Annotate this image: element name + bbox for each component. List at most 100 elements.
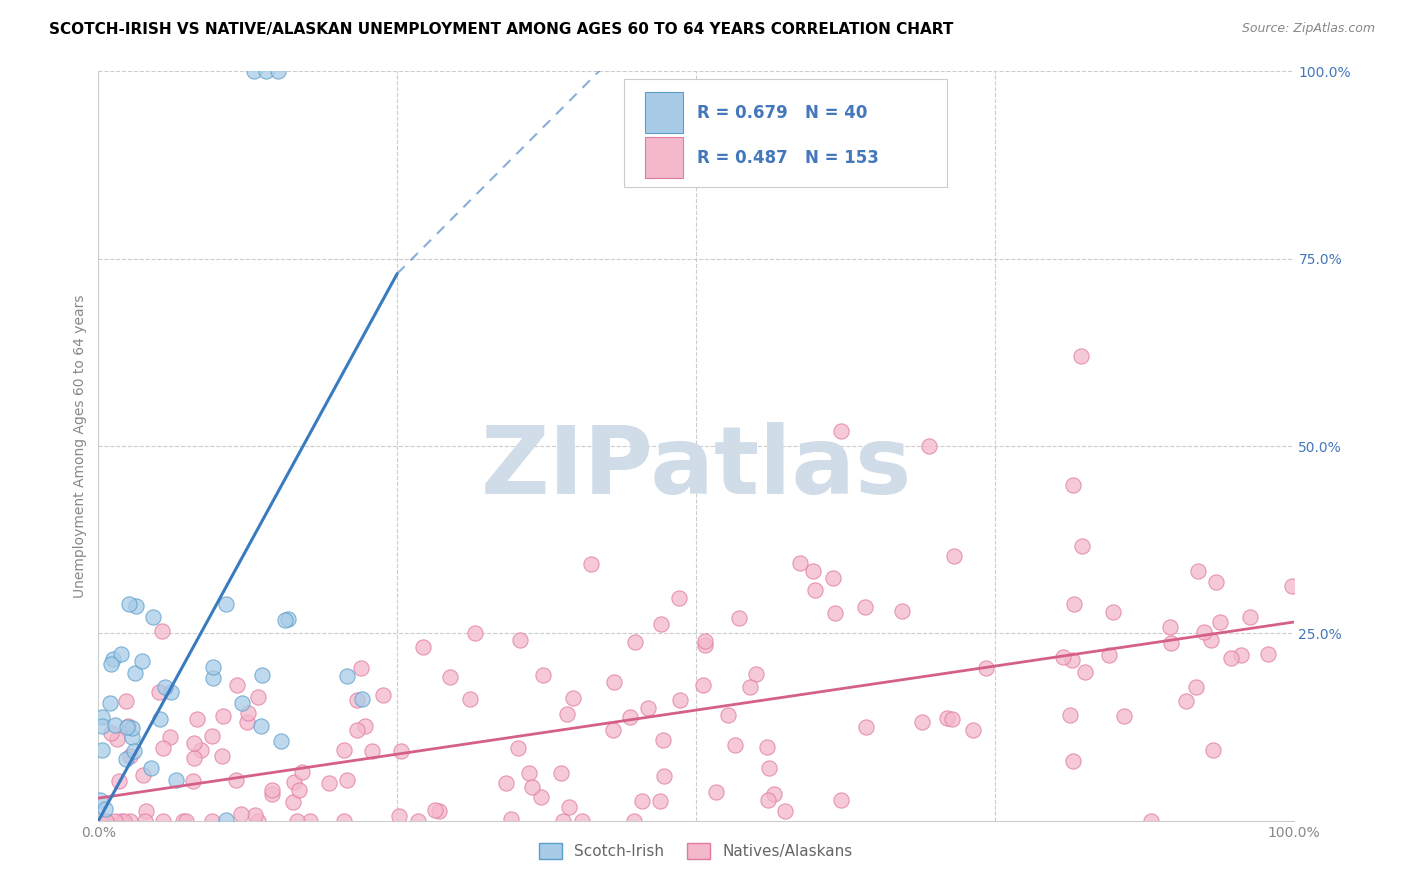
Point <box>1257 647 1279 661</box>
Point <box>756 793 779 807</box>
Point <box>215 597 238 611</box>
Point <box>89 793 111 807</box>
Point <box>105 731 128 746</box>
Text: SCOTCH-IRISH VS NATIVE/ALASKAN UNEMPLOYMENT AMONG AGES 60 TO 64 YEARS CORRELATIO: SCOTCH-IRISH VS NATIVE/ALASKAN UNEMPLOYM… <box>49 22 953 37</box>
Point <box>669 692 692 706</box>
Point <box>236 715 259 730</box>
Point <box>520 780 543 794</box>
Point <box>974 661 997 675</box>
Point <box>824 606 846 620</box>
Point <box>94 814 117 828</box>
Point <box>891 604 914 618</box>
Point <box>229 806 252 821</box>
Point <box>98 696 121 710</box>
Text: Source: ZipAtlas.com: Source: ZipAtlas.com <box>1241 22 1375 36</box>
Point <box>1205 574 1227 589</box>
Point <box>250 668 273 682</box>
Point <box>853 599 876 614</box>
Point <box>132 768 155 782</box>
Point <box>90 719 112 733</box>
Point <box>650 617 672 632</box>
Point <box>285 814 308 828</box>
Point <box>346 723 368 737</box>
Point <box>550 765 572 780</box>
Point <box>150 624 173 638</box>
Point <box>1139 814 1161 828</box>
Point <box>246 814 269 828</box>
Point <box>110 647 132 661</box>
Point <box>270 734 292 748</box>
Point <box>291 765 314 780</box>
Point <box>423 804 446 818</box>
Point <box>153 681 176 695</box>
Point <box>801 564 824 578</box>
Point <box>226 678 249 692</box>
Point <box>579 558 602 572</box>
Point <box>274 613 297 627</box>
Point <box>1229 648 1251 662</box>
Point <box>183 736 205 750</box>
Point <box>100 657 122 672</box>
Point <box>412 640 434 655</box>
Point <box>935 711 957 725</box>
Point <box>1174 694 1197 708</box>
Point <box>1201 633 1223 648</box>
Point <box>117 719 139 733</box>
FancyBboxPatch shape <box>644 92 683 133</box>
Point <box>277 611 299 625</box>
Point <box>131 654 153 668</box>
Point <box>941 712 963 726</box>
Point <box>602 674 624 689</box>
Point <box>183 750 205 764</box>
Point <box>260 787 283 801</box>
Point <box>201 729 224 743</box>
Point <box>756 739 779 754</box>
Point <box>121 731 143 745</box>
Point <box>117 597 139 611</box>
Point <box>100 726 122 740</box>
Point <box>159 730 181 744</box>
Point <box>110 814 132 828</box>
Point <box>149 712 172 726</box>
Point <box>692 678 714 692</box>
Point <box>243 64 266 78</box>
Point <box>172 814 194 828</box>
Point <box>1059 707 1081 722</box>
Point <box>142 610 165 624</box>
Point <box>962 723 984 737</box>
Text: R = 0.679   N = 40: R = 0.679 N = 40 <box>697 103 868 121</box>
Point <box>333 814 356 828</box>
Point <box>602 723 624 738</box>
Point <box>91 710 114 724</box>
Point <box>1112 708 1135 723</box>
Point <box>135 804 157 818</box>
Point <box>704 785 727 799</box>
Text: ZIPatlas: ZIPatlas <box>481 423 911 515</box>
Point <box>460 691 482 706</box>
Point <box>350 660 373 674</box>
Point <box>125 599 148 613</box>
Point <box>318 776 340 790</box>
Point <box>201 814 224 828</box>
Point <box>648 794 671 808</box>
Point <box>830 793 852 807</box>
Point <box>1159 620 1181 634</box>
Point <box>202 671 225 685</box>
Point <box>717 708 740 723</box>
Point <box>1074 665 1097 680</box>
Point <box>1239 609 1261 624</box>
Point <box>499 812 522 826</box>
Point <box>773 804 796 818</box>
Point <box>389 744 412 758</box>
Point <box>508 740 530 755</box>
Point <box>202 660 225 674</box>
Point <box>159 685 181 699</box>
Point <box>333 743 356 757</box>
Point <box>373 688 395 702</box>
Point <box>562 690 585 705</box>
Point <box>1202 743 1225 757</box>
Point <box>1160 636 1182 650</box>
Point <box>115 694 138 708</box>
Point <box>1101 606 1123 620</box>
Point <box>243 808 266 822</box>
